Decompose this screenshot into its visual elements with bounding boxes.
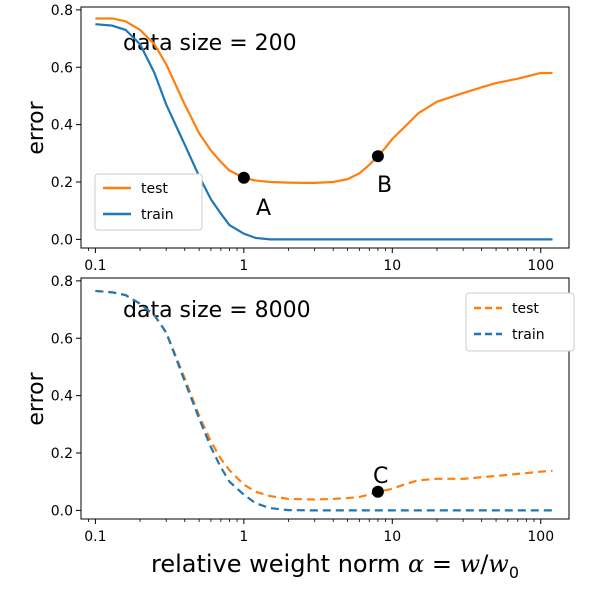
xtick-label-top-2: 10 (383, 258, 401, 274)
plot-bottom: 0.1 1 10 100 0.0 0.2 0.4 0.6 0.8 (51, 274, 570, 545)
series-test-top (95, 17, 553, 184)
ytick-label-bottom-4: 0.8 (51, 274, 73, 290)
xtick-label-top-3: 100 (527, 258, 554, 274)
xtick-label-bottom-1: 1 (239, 529, 248, 545)
ylabel-top: error (24, 100, 49, 154)
ytick-label-bottom-3: 0.6 (51, 331, 73, 347)
ytick-label-top-2: 0.4 (51, 118, 73, 134)
annotation-datasize-bottom: data size = 8000 (123, 298, 311, 323)
annotation-B: B (377, 173, 392, 198)
ytick-label-top-3: 0.6 (51, 60, 73, 76)
legend-label-test-bottom: test (512, 301, 539, 317)
xtick-label-bottom-2: 10 (383, 529, 401, 545)
axes-frame-top (80, 6, 570, 249)
xtick-label-bottom-3: 100 (527, 529, 554, 545)
ytick-label-bottom-1: 0.2 (51, 446, 73, 462)
ytick-label-top-4: 0.8 (51, 3, 73, 19)
point-A (237, 171, 250, 184)
point-C (371, 485, 384, 498)
axes-frame-bottom (80, 277, 570, 520)
legend-top: test train (94, 173, 203, 231)
legend-label-train-top: train (141, 207, 174, 223)
annotation-datasize-top: data size = 200 (123, 31, 297, 56)
ytick-label-top-1: 0.2 (51, 175, 73, 191)
legend-bottom: test train (465, 292, 575, 352)
ytick-label-bottom-2: 0.4 (51, 389, 73, 405)
legend-label-train-bottom: train (512, 327, 545, 343)
ytick-label-top-0: 0.0 (51, 232, 73, 248)
ylabel-bottom: error (24, 371, 49, 425)
xlabel-bottom: relative weight norm α = w/w0 (151, 550, 519, 582)
plot-top: 0.1 1 10 100 0.0 0.2 0.4 0.6 0.8 (51, 3, 570, 274)
annotation-A: A (256, 196, 271, 221)
ytick-label-bottom-0: 0.0 (51, 503, 73, 519)
xtick-label-bottom-0: 0.1 (84, 529, 106, 545)
xtick-label-top-1: 1 (239, 258, 248, 274)
annotation-C: C (373, 464, 388, 489)
legend-box-bottom (465, 292, 575, 352)
point-B (371, 150, 384, 163)
series-train-top (95, 23, 553, 241)
legend-label-test-top: test (141, 181, 168, 197)
xtick-label-top-0: 0.1 (84, 258, 106, 274)
series-train-bottom (95, 289, 553, 512)
